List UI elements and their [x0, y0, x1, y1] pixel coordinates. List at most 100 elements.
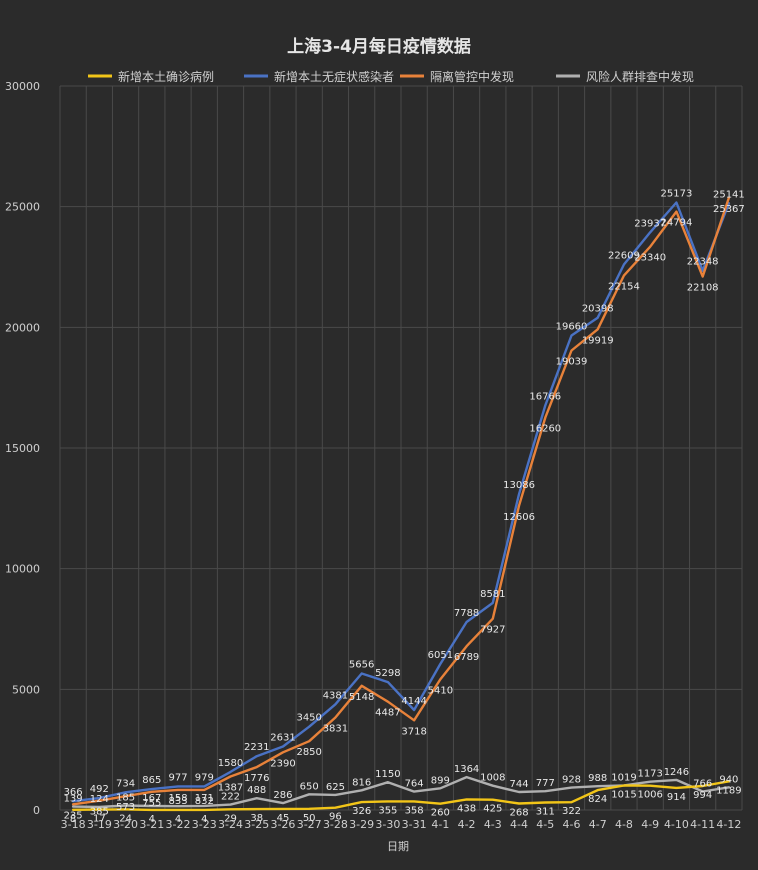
- data-label: 438: [457, 803, 476, 814]
- data-label: 17: [93, 814, 106, 825]
- data-label: 994: [693, 790, 712, 801]
- data-label: 4: [149, 814, 155, 825]
- data-label: 23937: [634, 218, 666, 229]
- data-label: 977: [168, 772, 187, 783]
- x-tick-label: 3-19: [87, 818, 112, 831]
- data-label: 2231: [244, 742, 269, 753]
- y-axis: 0 5000 10000 15000 20000 25000 30000: [5, 80, 40, 817]
- x-tick-label: 4-6: [563, 818, 581, 831]
- data-label: 940: [719, 774, 738, 785]
- data-label: 4: [175, 814, 181, 825]
- data-label: 358: [405, 805, 424, 816]
- data-label: 22609: [608, 250, 640, 261]
- data-label: 3450: [296, 713, 321, 724]
- data-label: 988: [588, 773, 607, 784]
- y-tick-label: 5000: [12, 683, 40, 696]
- data-label: 38: [250, 813, 263, 824]
- data-label: 16766: [529, 391, 561, 402]
- data-label: 185: [116, 793, 135, 804]
- data-label: 899: [431, 775, 450, 786]
- data-label: 29: [224, 813, 237, 824]
- legend-label: 新增本土确诊病例: [118, 69, 214, 84]
- data-label: 914: [667, 792, 686, 803]
- data-label: 20398: [582, 304, 614, 315]
- data-label: 222: [221, 792, 240, 803]
- data-label: 979: [195, 772, 214, 783]
- y-tick-label: 25000: [5, 201, 40, 214]
- x-tick-label: 3-30: [375, 818, 400, 831]
- x-tick-label: 3-20: [113, 818, 138, 831]
- data-label: 766: [693, 779, 712, 790]
- data-label: 2390: [270, 758, 295, 769]
- x-tick-label: 3-18: [61, 818, 86, 831]
- data-label: 235: [64, 810, 83, 821]
- data-label: 25141: [713, 189, 745, 200]
- data-label: 286: [273, 790, 292, 801]
- x-tick-label: 4-10: [664, 818, 689, 831]
- data-label: 96: [329, 812, 342, 823]
- data-label: 573: [116, 802, 135, 813]
- data-label: 7927: [480, 625, 505, 636]
- data-label: 311: [536, 806, 555, 817]
- x-tick-label: 4-7: [589, 818, 607, 831]
- data-label: 833: [168, 796, 187, 807]
- x-tick-label: 3-29: [349, 818, 374, 831]
- data-label: 492: [90, 784, 109, 795]
- data-label: 1150: [375, 769, 400, 780]
- x-tick-label: 4-3: [484, 818, 502, 831]
- data-label: 22108: [687, 282, 719, 293]
- data-label: 12606: [503, 512, 535, 523]
- data-label: 4381: [323, 690, 348, 701]
- data-label: 25367: [713, 204, 745, 215]
- data-label: 777: [536, 778, 555, 789]
- data-label: 1015: [611, 790, 636, 801]
- data-label: 19660: [556, 322, 588, 333]
- data-label: 744: [509, 779, 528, 790]
- data-label: 50: [303, 813, 316, 824]
- data-label: 167: [142, 793, 161, 804]
- x-tick-label: 4-5: [536, 818, 554, 831]
- series-line-2: [71, 196, 731, 806]
- data-label: 755: [142, 798, 161, 809]
- data-label: 16260: [529, 424, 561, 435]
- x-tick-label: 3-23: [192, 818, 217, 831]
- data-label: 19039: [556, 357, 588, 368]
- x-tick-label: 3-28: [323, 818, 348, 831]
- x-tick-label: 3-27: [297, 818, 322, 831]
- x-tick-label: 4-1: [431, 818, 449, 831]
- data-label: 8: [70, 814, 76, 825]
- data-label: 4144: [401, 696, 426, 707]
- series-line-0: [71, 780, 731, 812]
- data-label: 1189: [716, 785, 741, 796]
- data-label: 1776: [244, 773, 269, 784]
- data-label: 2631: [270, 733, 295, 744]
- data-label: 1580: [218, 758, 243, 769]
- data-label: 25173: [661, 188, 693, 199]
- x-tick-label: 4-11: [690, 818, 715, 831]
- data-label: 139: [64, 794, 83, 805]
- legend-label: 隔离管控中发现: [430, 69, 514, 84]
- data-label: 355: [378, 805, 397, 816]
- data-label: 5148: [349, 692, 374, 703]
- data-label: 19919: [582, 335, 614, 346]
- data-label: 816: [352, 777, 371, 788]
- x-tick-label: 3-31: [402, 818, 427, 831]
- data-label: 3831: [323, 724, 348, 735]
- data-label: 24794: [661, 218, 693, 229]
- data-label: 1006: [637, 790, 662, 801]
- data-label: 5656: [349, 660, 374, 671]
- data-label: 23340: [634, 253, 666, 264]
- data-label: 824: [588, 794, 607, 805]
- data-label: 22348: [687, 257, 719, 268]
- data-label: 832: [195, 796, 214, 807]
- y-tick-label: 20000: [5, 321, 40, 334]
- legend-label: 风险人群排查中发现: [586, 69, 694, 84]
- series-lines: [71, 196, 731, 812]
- data-label: 1387: [218, 783, 243, 794]
- data-label: 425: [483, 804, 502, 815]
- data-label: 928: [562, 775, 581, 786]
- x-tick-label: 3-24: [218, 818, 243, 831]
